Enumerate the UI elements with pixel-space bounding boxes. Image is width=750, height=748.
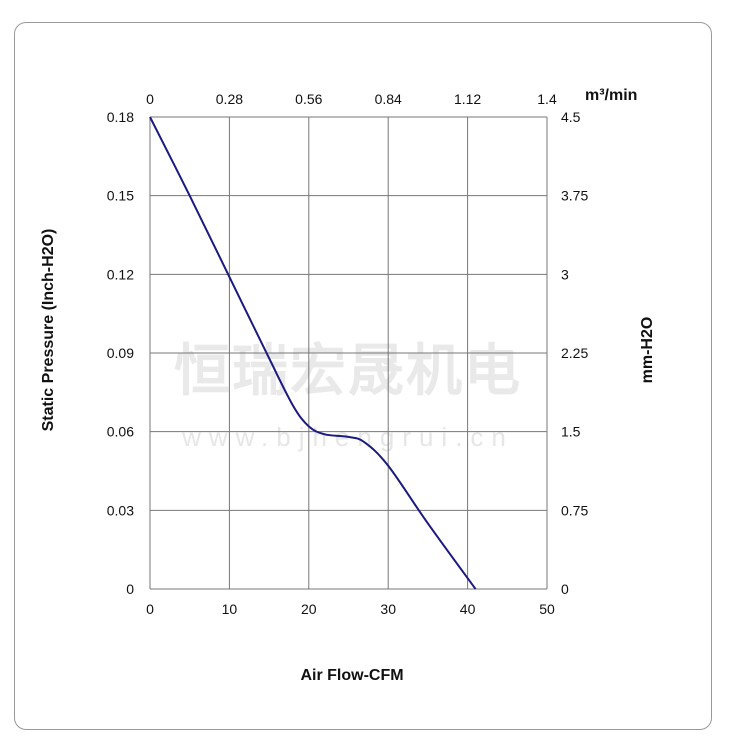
series-line bbox=[149, 116, 477, 590]
x-top-tick-label: 0 bbox=[146, 91, 154, 107]
y-tick-label: 0.12 bbox=[107, 266, 134, 282]
x-top-tick-label: 0.28 bbox=[216, 91, 243, 107]
y-right-tick-label: 3 bbox=[561, 266, 569, 282]
x-top-tick-label: 0.56 bbox=[295, 91, 322, 107]
y-right-tick-label: 4.5 bbox=[561, 109, 581, 125]
y-tick-label: 0 bbox=[126, 581, 134, 597]
x-tick-label: 30 bbox=[380, 601, 396, 617]
y-right-tick-label: 3.75 bbox=[561, 188, 588, 204]
y-tick-label: 0.06 bbox=[107, 424, 134, 440]
y-tick-label: 0.03 bbox=[107, 502, 134, 518]
y-right-tick-label: 1.5 bbox=[561, 424, 581, 440]
x-top-tick-label: 1.12 bbox=[454, 91, 481, 107]
x-axis-title: Air Flow-CFM bbox=[300, 667, 403, 684]
x-tick-label: 20 bbox=[301, 601, 317, 617]
x-tick-label: 50 bbox=[539, 601, 555, 617]
watermark-cn: 恒瑞宏晟机电 bbox=[174, 339, 522, 402]
y-right-tick-label: 0 bbox=[561, 581, 569, 597]
y-axis-title: Static Pressure (Inch-H2O) bbox=[40, 229, 57, 432]
y-right-tick-label: 2.25 bbox=[561, 345, 588, 361]
chart-frame bbox=[14, 22, 712, 730]
x-top-tick-label: 1.4 bbox=[537, 91, 557, 107]
y-tick-label: 0.15 bbox=[107, 188, 134, 204]
x-top-tick-label: 0.84 bbox=[375, 91, 402, 107]
x-tick-label: 40 bbox=[460, 601, 476, 617]
y-tick-label: 0.09 bbox=[107, 345, 134, 361]
y-tick-label: 0.18 bbox=[107, 109, 134, 125]
x-top-axis-title: m³/min bbox=[585, 87, 637, 104]
y-right-axis-title: mm-H2O bbox=[639, 317, 656, 384]
y-right-tick-label: 0.75 bbox=[561, 502, 588, 518]
x-tick-label: 10 bbox=[222, 601, 238, 617]
x-tick-label: 0 bbox=[146, 601, 154, 617]
